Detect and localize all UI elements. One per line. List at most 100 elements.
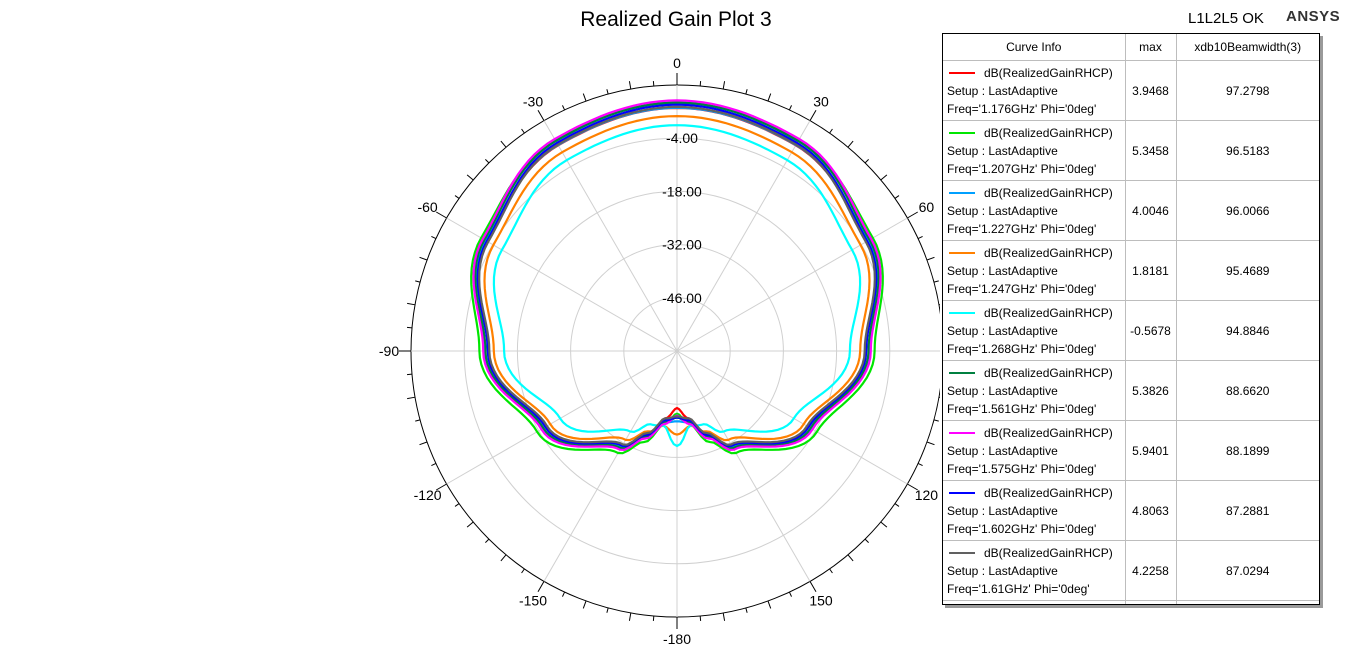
curve-1.2470 [483, 114, 871, 442]
angle-label: 30 [813, 94, 829, 110]
angle-tick [809, 581, 817, 593]
curve-info-cell: dB(RealizedGainRHCP) Setup : LastAdaptive… [943, 60, 1126, 121]
legend-swatch [949, 192, 975, 195]
curve-info-cell: dB(RealizedGainRHCP) Setup : LastAdaptive… [943, 180, 1126, 241]
curve-freq: Freq='1.575GHz' Phi='0deg' [947, 461, 1097, 476]
angle-tick [500, 554, 507, 562]
angle-tick [454, 503, 460, 507]
angle-label: 120 [915, 487, 939, 503]
angle-tick [907, 211, 919, 219]
beamwidth-value: 87.2881 [1176, 480, 1319, 541]
curve-setup: Setup : LastAdaptive [947, 383, 1058, 398]
angle-tick [562, 591, 566, 597]
angle-tick [864, 538, 869, 543]
curve-setup: Setup : LastAdaptive [947, 83, 1058, 98]
angle-label: -180 [663, 631, 691, 647]
curve-info-cell: dB(RealizedGainRHCP) Setup : LastAdaptive… [943, 420, 1126, 481]
angle-label: -90 [379, 343, 399, 359]
grid-spoke [676, 350, 908, 485]
angle-tick [847, 140, 854, 148]
angle-tick [521, 128, 525, 134]
angle-tick [454, 195, 460, 199]
angle-tick [415, 419, 421, 422]
curve-1.2680 [492, 124, 862, 448]
col-beamwidth: xdb10Beamwidth(3) [1176, 34, 1319, 61]
curve-name: dB(RealizedGainRHCP) [984, 545, 1113, 560]
angle-tick [628, 612, 632, 621]
legend-row: dB(RealizedGainRHCP) Setup : LastAdaptive… [943, 300, 1319, 361]
angle-tick [431, 462, 437, 466]
project-label: L1L2L5 OK [1188, 10, 1264, 27]
spacer-cell [1125, 600, 1177, 604]
legend-swatch [949, 432, 975, 435]
max-value: 5.9401 [1125, 420, 1177, 481]
legend-header-row: Curve Info max xdb10Beamwidth(3) [943, 34, 1319, 61]
grid-spoke [446, 350, 678, 485]
curve-name: dB(RealizedGainRHCP) [984, 185, 1113, 200]
r-tick-label: -4.00 [666, 130, 698, 146]
beamwidth-value: 94.8846 [1176, 300, 1319, 361]
angle-tick [435, 211, 447, 219]
curve-freq: Freq='1.561GHz' Phi='0deg' [947, 401, 1097, 416]
angle-tick [419, 256, 428, 261]
beamwidth-value: 88.6620 [1176, 360, 1319, 421]
angle-label: 150 [809, 592, 833, 608]
angle-tick [415, 280, 421, 283]
angle-tick [435, 483, 447, 491]
curves [470, 99, 884, 455]
curve-info-cell: dB(RealizedGainRHCP) Setup : LastAdaptive… [943, 480, 1126, 541]
angle-tick [894, 503, 900, 507]
curve-setup: Setup : LastAdaptive [947, 503, 1058, 518]
r-tick-label: -46.00 [662, 290, 702, 306]
r-tick-label: -18.00 [662, 183, 702, 199]
ansys-logo: ANSYS [1286, 8, 1341, 25]
curve-info-cell: dB(RealizedGainRHCP) Setup : LastAdaptive… [943, 540, 1126, 601]
angle-tick [745, 89, 748, 95]
angle-tick [907, 483, 919, 491]
spacer-cell [1176, 601, 1319, 605]
curve-name: dB(RealizedGainRHCP) [984, 485, 1113, 500]
angle-tick [628, 81, 632, 90]
curve-name: dB(RealizedGainRHCP) [984, 365, 1113, 380]
curve-setup: Setup : LastAdaptive [947, 563, 1058, 578]
angle-tick [829, 128, 833, 134]
angle-label: -120 [414, 487, 442, 503]
curve-freq: Freq='1.247GHz' Phi='0deg' [947, 281, 1097, 296]
legend-row: dB(RealizedGainRHCP) Setup : LastAdaptive… [943, 480, 1319, 541]
curve-freq: Freq='1.602GHz' Phi='0deg' [947, 521, 1097, 536]
angle-tick [466, 521, 474, 528]
angle-tick [407, 302, 416, 306]
legend-swatch [949, 132, 975, 135]
angle-label: 60 [919, 199, 935, 215]
angle-tick [864, 159, 869, 164]
angle-tick [722, 612, 726, 621]
beamwidth-value: 95.4689 [1176, 240, 1319, 301]
beamwidth-value: 88.1899 [1176, 420, 1319, 481]
angle-tick [500, 140, 507, 148]
angle-tick [926, 256, 935, 261]
max-value: 4.2258 [1125, 540, 1177, 601]
legend-swatch [949, 312, 975, 315]
curve-info-cell: dB(RealizedGainRHCP) Setup : LastAdaptive… [943, 360, 1126, 421]
legend-row: dB(RealizedGainRHCP) Setup : LastAdaptive… [943, 120, 1319, 181]
col-max: max [1125, 34, 1177, 61]
angle-tick [917, 236, 923, 240]
angle-tick [809, 109, 817, 121]
curve-setup: Setup : LastAdaptive [947, 143, 1058, 158]
angle-tick [933, 419, 939, 422]
angle-tick [788, 105, 792, 111]
max-value: 5.3458 [1125, 120, 1177, 181]
legend-swatch [949, 552, 975, 555]
angle-tick [606, 89, 609, 95]
max-value: 1.8181 [1125, 240, 1177, 301]
beamwidth-value: 87.0294 [1176, 540, 1319, 601]
angle-tick [521, 568, 525, 574]
angle-tick [767, 600, 772, 609]
legend-swatch [949, 372, 975, 375]
curve-setup: Setup : LastAdaptive [947, 263, 1058, 278]
max-value: 5.3826 [1125, 360, 1177, 421]
angle-tick [562, 105, 566, 111]
curve-name: dB(RealizedGainRHCP) [984, 245, 1113, 260]
angle-tick [466, 174, 474, 181]
curve-name: dB(RealizedGainRHCP) [984, 305, 1113, 320]
